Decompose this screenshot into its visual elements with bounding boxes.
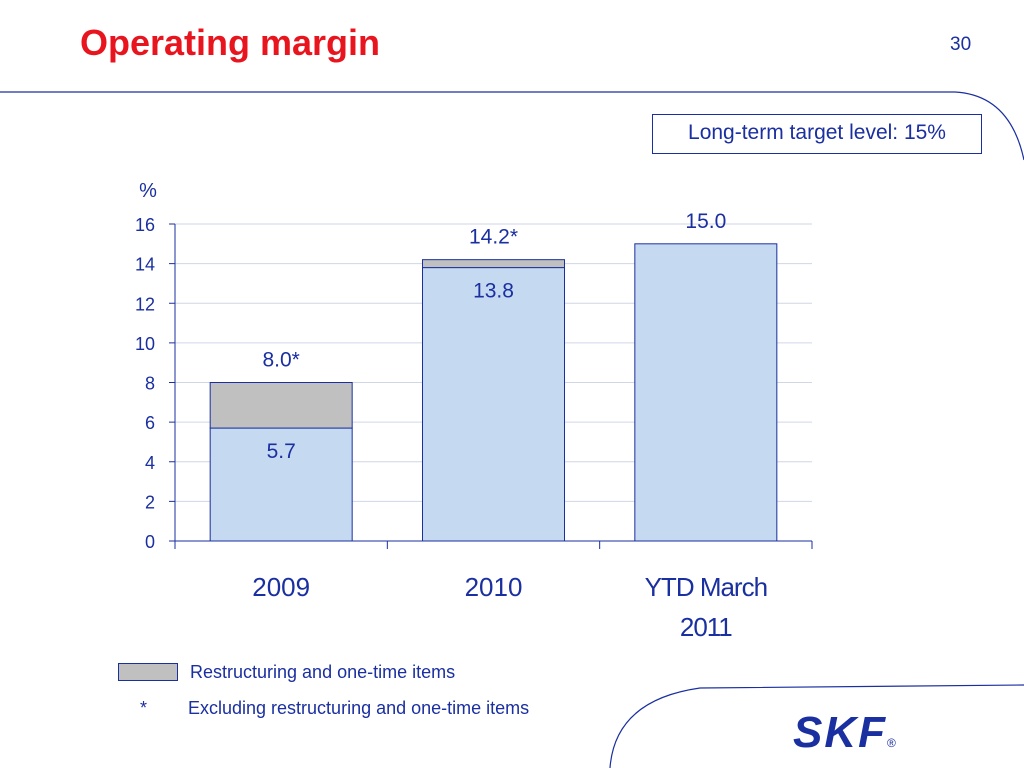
- bar-operating-margin: [422, 267, 565, 542]
- total-data-label: 8.0*: [262, 349, 299, 372]
- bar-restructuring: [422, 259, 565, 269]
- y-tick-label: 16: [135, 215, 155, 235]
- y-tick-label: 12: [135, 294, 155, 314]
- y-tick-label: 6: [145, 413, 155, 433]
- page-title: Operating margin: [80, 22, 381, 63]
- bar-restructuring: [209, 382, 353, 429]
- skf-logo: SKF®: [793, 708, 896, 758]
- legend-swatch-restructuring: [118, 663, 178, 681]
- logo-text: SKF: [793, 708, 887, 757]
- long-term-target-note: Long-term target level: 15%: [652, 114, 982, 154]
- legend-label: Restructuring and one-time items: [190, 661, 456, 682]
- logo-registered-mark: ®: [887, 736, 896, 750]
- legend: Restructuring and one-time items: [118, 662, 455, 682]
- x-category-label: 2009: [252, 572, 310, 602]
- base-data-label: 13.8: [473, 280, 514, 303]
- y-tick-label: 0: [145, 532, 155, 552]
- base-data-label: 5.7: [267, 440, 296, 463]
- x-category-label: 2011: [680, 612, 732, 642]
- y-tick-label: 14: [135, 255, 155, 275]
- y-tick-label: 8: [145, 374, 155, 394]
- x-category-label: 2010: [465, 572, 523, 602]
- footnote-text: Excluding restructuring and one-time ite…: [188, 698, 530, 718]
- y-tick-label: 10: [135, 334, 155, 354]
- y-axis-unit-label: %: [139, 180, 157, 202]
- y-tick-label: 4: [145, 453, 155, 473]
- total-data-label: 15.0: [685, 210, 726, 233]
- total-data-label: 14.2*: [469, 226, 518, 249]
- y-tick-label: 2: [145, 492, 155, 512]
- footnote-star: *: [140, 698, 148, 718]
- footnote: * Excluding restructuring and one-time i…: [140, 698, 529, 719]
- x-category-label: YTD March: [645, 572, 767, 602]
- page-number: 30: [950, 34, 972, 55]
- bar-operating-margin: [634, 243, 778, 542]
- bar-operating-margin: [209, 427, 353, 542]
